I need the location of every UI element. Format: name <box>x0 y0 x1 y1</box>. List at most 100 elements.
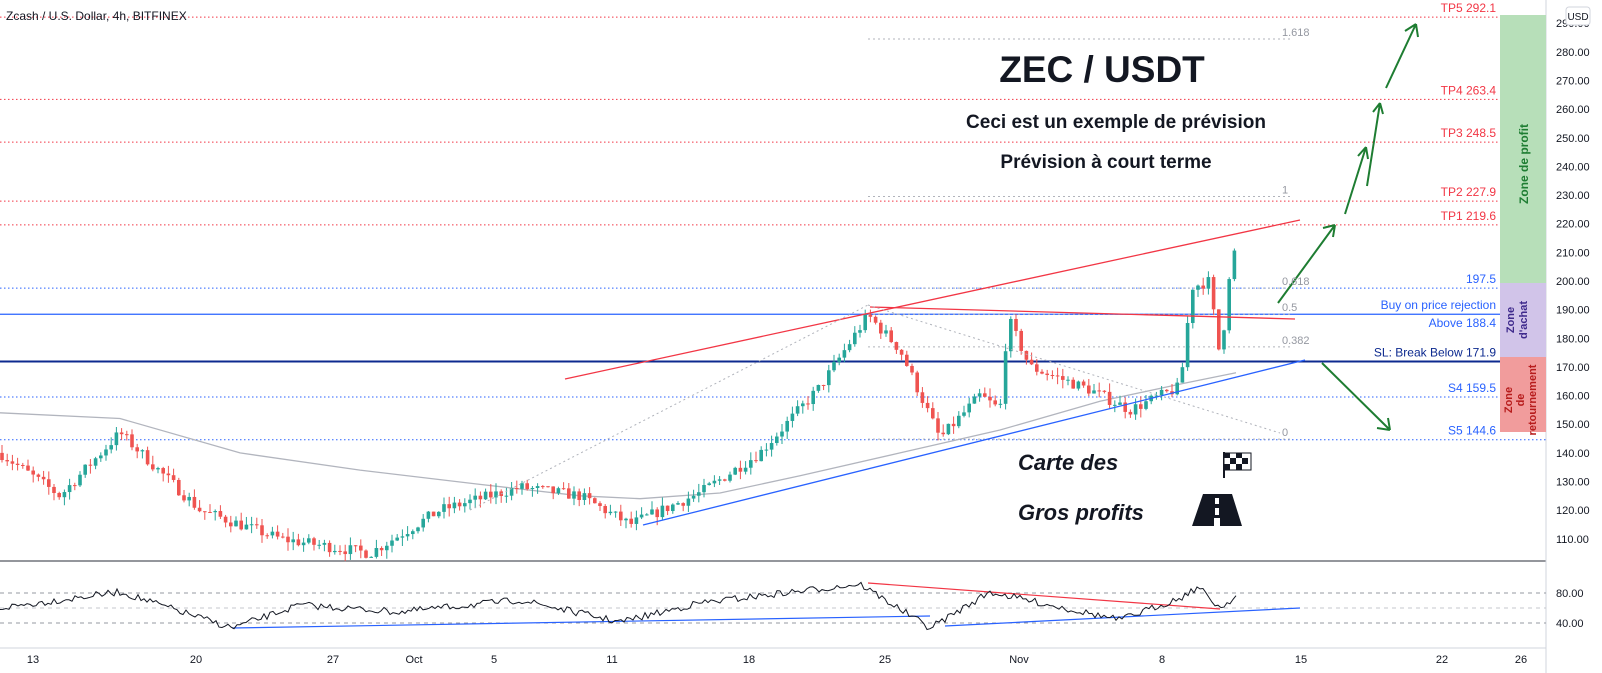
candle-body <box>743 467 748 472</box>
candle-body <box>182 495 186 501</box>
candle-body <box>697 492 701 496</box>
candle-body <box>1227 279 1231 331</box>
candle-body <box>728 474 732 481</box>
candle-body <box>1045 373 1049 376</box>
candle-body <box>556 488 561 494</box>
candle-body <box>203 511 207 513</box>
currency-badge[interactable]: USD <box>1565 6 1591 26</box>
candle-body <box>884 330 888 334</box>
time-tick-label: Oct <box>405 654 422 666</box>
candle-body <box>1066 379 1070 381</box>
candle-body <box>140 450 145 452</box>
candle-body <box>0 452 4 461</box>
candle-body <box>156 468 160 470</box>
fib-level-label: 0 <box>1282 427 1288 439</box>
candle-body <box>764 449 769 451</box>
candle-body <box>754 460 758 462</box>
descending-trendline[interactable] <box>869 306 1296 320</box>
candle-body <box>650 509 654 515</box>
candle-body <box>587 493 592 499</box>
price-tick-label: 240.00 <box>1556 161 1590 173</box>
moving-average-line <box>0 372 1237 500</box>
candle-body <box>504 495 509 497</box>
candle-body <box>1128 411 1133 415</box>
candle-body <box>374 548 379 557</box>
candle-body <box>301 542 306 546</box>
candle-body <box>821 384 826 386</box>
logo-line-2: Gros profits <box>1018 500 1144 525</box>
candle-body <box>197 507 202 512</box>
candle-body <box>1003 351 1008 404</box>
candle-body <box>1113 404 1117 406</box>
candle-body <box>842 350 847 358</box>
candle-body <box>629 518 633 524</box>
candle-body <box>317 544 321 546</box>
candle-body <box>1071 379 1075 389</box>
candle-body <box>1217 309 1221 350</box>
candle-body <box>447 504 451 509</box>
candle-body <box>988 396 992 401</box>
candle-body <box>1014 318 1018 331</box>
fib-level-label: 1.618 <box>1282 27 1310 39</box>
price-axis[interactable]: 110.00 120.00 130.00 140.00 150.00 160.00 170.… <box>1556 18 1590 546</box>
candle-body <box>385 545 389 551</box>
candle-body <box>665 505 670 512</box>
candle-body <box>291 539 295 543</box>
resistance-trendline[interactable] <box>564 219 1301 380</box>
fib-level-label: 1 <box>1282 184 1288 196</box>
checkered-flag-icon <box>1223 452 1252 478</box>
support-trendline-lower[interactable] <box>642 359 1306 526</box>
candle-body <box>873 316 878 323</box>
time-axis[interactable]: 13 20 27 Oct 5 11 18 25 Nov 8 15 22 26 <box>27 654 1527 666</box>
price-tick-label: 200.00 <box>1556 276 1590 288</box>
candle-body <box>177 479 181 496</box>
candle-body <box>749 460 753 468</box>
candle-body <box>676 503 680 505</box>
candle-body <box>494 491 498 498</box>
candle-body <box>135 447 139 452</box>
candle-body <box>863 314 867 331</box>
candle-body <box>801 403 805 407</box>
rsi-pane <box>0 581 1546 631</box>
candle-body <box>1211 277 1216 310</box>
candle-body <box>442 504 446 512</box>
candle-body <box>785 420 789 432</box>
candle-body <box>208 512 212 514</box>
candle-body <box>1040 371 1044 374</box>
time-tick-label: 27 <box>327 654 339 666</box>
candle-body <box>359 545 363 551</box>
candle-body <box>889 330 893 343</box>
rsi-tick-label: 80.00 <box>1556 588 1584 600</box>
price-tick-label: 220.00 <box>1556 219 1590 231</box>
price-tick-label: 110.00 <box>1556 534 1589 546</box>
candle-body <box>806 403 810 405</box>
candle-body <box>738 467 743 472</box>
candle-body <box>717 479 722 481</box>
candle-body <box>223 516 228 523</box>
candle-body <box>421 518 425 528</box>
candle-body <box>853 332 857 345</box>
candle-body <box>608 511 613 514</box>
candle-body <box>218 511 223 517</box>
candle-body <box>457 502 462 507</box>
candle-body <box>1118 402 1122 405</box>
candle-body <box>530 488 535 490</box>
fibonacci-levels <box>868 38 1290 440</box>
candle-body <box>15 463 20 465</box>
candle-body <box>723 479 727 481</box>
candle-body <box>62 492 67 498</box>
candle-body <box>1076 381 1081 389</box>
candle-body <box>1081 381 1086 386</box>
candle-body <box>894 342 899 350</box>
candle-body <box>239 520 243 530</box>
candle-body <box>244 524 249 530</box>
candle-body <box>962 412 966 416</box>
candle-body <box>353 545 358 547</box>
price-tick-label: 210.00 <box>1556 247 1590 259</box>
chart-subtitle-2: Prévision à court terme <box>1000 152 1211 173</box>
price-level-label: TP5 292.1 <box>1441 1 1497 15</box>
candle-body <box>213 511 217 513</box>
candle-body <box>957 415 961 427</box>
candle-body <box>343 551 347 555</box>
